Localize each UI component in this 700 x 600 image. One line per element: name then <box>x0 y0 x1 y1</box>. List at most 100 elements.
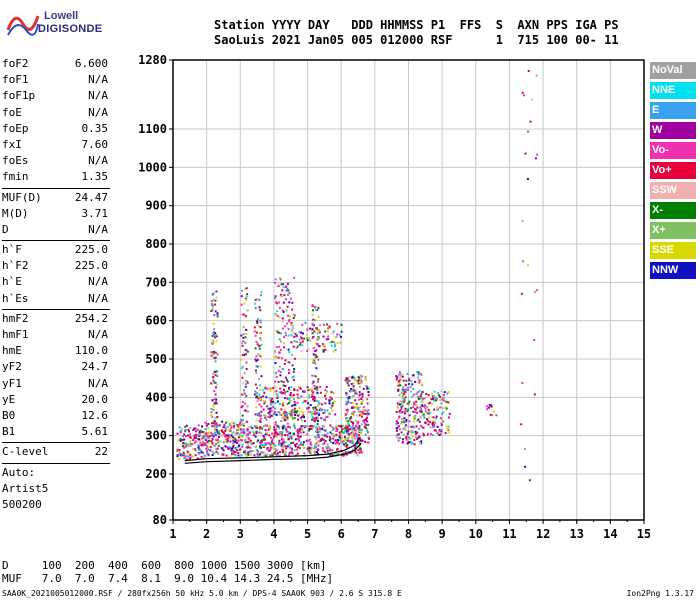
echo-point <box>311 395 314 398</box>
echo-point <box>296 430 299 433</box>
echo-point <box>254 347 257 350</box>
echo-point <box>331 454 334 457</box>
echo-point <box>290 385 293 388</box>
echo-point <box>338 431 341 434</box>
param-row: C-level 22 <box>2 444 110 460</box>
param-label: h`F2 <box>2 259 29 273</box>
echo-point <box>222 453 225 456</box>
echo-point <box>417 395 420 398</box>
echo-point <box>348 375 351 378</box>
echo-point <box>280 340 283 343</box>
echo-point <box>214 331 217 334</box>
echo-point <box>522 94 525 97</box>
echo-point <box>293 425 296 428</box>
echo-point <box>357 441 360 444</box>
echo-point <box>486 408 489 411</box>
echo-point <box>192 447 195 450</box>
echo-point <box>422 426 425 429</box>
echo-point <box>294 403 297 406</box>
echo-point <box>201 443 204 446</box>
echo-point <box>417 397 420 400</box>
echo-point <box>316 399 319 402</box>
echo-point <box>303 400 306 403</box>
echo-point <box>289 432 292 435</box>
echo-point <box>362 419 365 422</box>
echo-point <box>396 401 399 404</box>
echo-point <box>420 442 423 445</box>
legend-item-sse: SSE <box>650 242 696 259</box>
echo-point <box>289 297 292 300</box>
echo-point <box>419 372 422 375</box>
muf-table-distance: D 100 200 400 600 800 1000 1500 3000 [km… <box>2 559 327 572</box>
echo-point <box>328 399 331 402</box>
echo-point <box>274 447 277 450</box>
echo-point <box>215 402 218 405</box>
echo-point <box>195 433 198 436</box>
echo-point <box>277 285 280 288</box>
echo-point <box>210 299 213 302</box>
echo-point <box>316 404 319 407</box>
echo-point <box>284 359 287 362</box>
echo-point <box>283 388 286 391</box>
echo-point <box>222 447 225 450</box>
echo-point <box>246 350 249 353</box>
echo-point <box>212 443 215 446</box>
echo-point <box>176 447 179 450</box>
echo-point <box>366 413 369 416</box>
echo-point <box>229 440 232 443</box>
echo-point <box>417 371 420 374</box>
param-label: C-level <box>2 445 49 459</box>
echo-point <box>274 297 277 300</box>
echo-point <box>419 389 422 392</box>
echo-point <box>287 361 290 364</box>
echo-point <box>229 422 232 425</box>
echo-point <box>215 290 218 293</box>
echo-point <box>274 380 277 383</box>
echo-point <box>249 441 252 444</box>
echo-point <box>214 333 217 336</box>
echo-point <box>306 327 309 330</box>
echo-point <box>430 433 433 436</box>
param-label: fxI <box>2 137 22 151</box>
echo-point <box>274 356 277 359</box>
echo-point <box>403 417 406 420</box>
echo-point <box>426 418 429 421</box>
echo-point <box>324 418 327 421</box>
echo-point <box>334 336 337 339</box>
echo-point <box>293 314 296 317</box>
param-row: B0 12.6 <box>2 408 110 424</box>
echo-point <box>263 438 266 441</box>
echo-point <box>215 296 218 299</box>
echo-point <box>289 399 292 402</box>
echo-point <box>312 406 315 409</box>
echo-point <box>244 328 247 331</box>
echo-point <box>403 410 406 413</box>
echo-point <box>330 344 333 347</box>
echo-point <box>202 431 205 434</box>
echo-point <box>358 428 361 431</box>
echo-point <box>238 423 241 426</box>
echo-point <box>231 447 234 450</box>
echo-point <box>281 417 284 420</box>
echo-point <box>414 411 417 414</box>
echo-point <box>259 365 262 368</box>
echo-point <box>241 393 244 396</box>
echo-point <box>433 408 436 411</box>
echo-point <box>325 385 328 388</box>
echo-point <box>237 454 240 457</box>
echo-point <box>282 438 285 441</box>
echo-point <box>325 390 328 393</box>
echo-point <box>277 356 280 359</box>
echo-point <box>293 423 296 426</box>
echo-point <box>245 287 248 290</box>
echo-point <box>361 395 364 398</box>
echo-point <box>318 413 321 416</box>
echo-point <box>401 373 404 376</box>
echo-point <box>277 425 280 428</box>
echo-point <box>270 409 273 412</box>
echo-point <box>315 438 318 441</box>
param-row: yE 20.0 <box>2 392 110 408</box>
echo-point <box>411 383 414 386</box>
echo-point <box>415 436 418 439</box>
header-line1: Station YYYY DAY DDD HHMMSS P1 FFS S AXN… <box>214 18 619 32</box>
